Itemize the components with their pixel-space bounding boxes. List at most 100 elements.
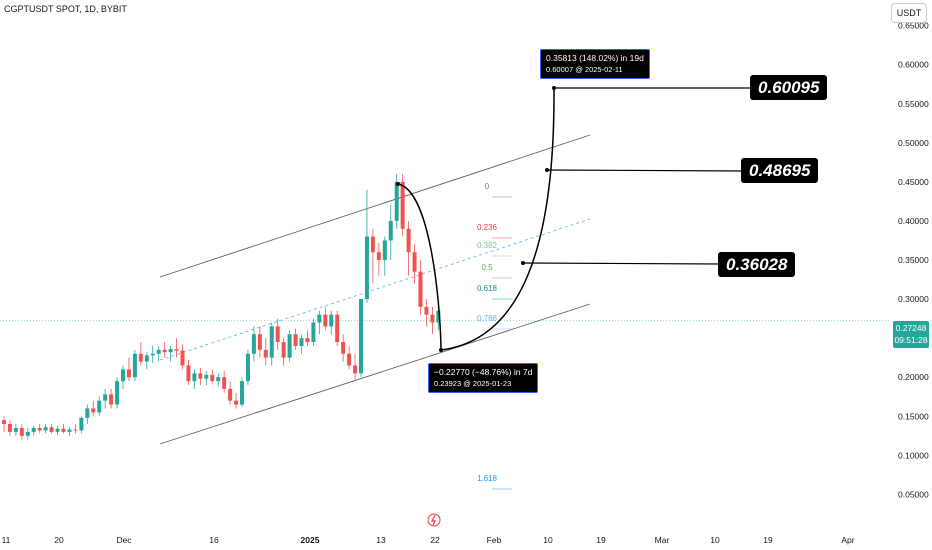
candle-body bbox=[251, 334, 256, 354]
candle-body bbox=[210, 374, 215, 382]
candle-body bbox=[424, 306, 429, 315]
candle-body bbox=[192, 373, 197, 382]
candle-body bbox=[7, 424, 12, 432]
fib-level-label: 1.618 bbox=[477, 474, 498, 483]
candle-body bbox=[186, 365, 191, 382]
target-line-3 bbox=[522, 262, 721, 265]
candle-body bbox=[156, 349, 161, 354]
y-tick-label: 0.50000 bbox=[898, 138, 929, 148]
candle-body bbox=[263, 349, 268, 358]
x-tick-label: 10 bbox=[543, 535, 553, 545]
projection-curves[interactable] bbox=[396, 86, 752, 352]
y-tick-label: 0.40000 bbox=[898, 216, 929, 226]
target-label-3: 0.36028 bbox=[718, 252, 796, 277]
candle-body bbox=[198, 373, 203, 379]
candle-body bbox=[281, 342, 286, 358]
candle-body bbox=[61, 428, 66, 432]
x-tick-label: Mar bbox=[655, 535, 670, 545]
x-tick-label: Feb bbox=[487, 535, 502, 545]
parallel-channel[interactable] bbox=[159, 134, 591, 445]
candle-body bbox=[204, 374, 209, 379]
x-tick-label: 19 bbox=[763, 535, 773, 545]
rise-start-point bbox=[439, 348, 443, 352]
candle-body bbox=[275, 326, 280, 343]
candle-body bbox=[311, 322, 316, 343]
measure-down-tooltip: −0.22770 (−48.76%) in 7d 0.23923 @ 2025-… bbox=[428, 363, 539, 393]
candle-body bbox=[287, 334, 292, 358]
y-tick-label: 0.60000 bbox=[898, 60, 929, 70]
candle-body bbox=[347, 353, 352, 366]
candle-body bbox=[388, 220, 393, 241]
candle-body bbox=[109, 394, 114, 405]
channel-lower-line bbox=[159, 303, 591, 445]
x-tick-label: 20 bbox=[54, 535, 64, 545]
candle-body bbox=[43, 427, 48, 431]
price-axis[interactable]: 0.65000 0.60000 0.55000 0.50000 0.45000 0.400… bbox=[898, 21, 929, 500]
candle-body bbox=[144, 355, 149, 362]
candle-body bbox=[174, 349, 179, 351]
x-tick-label: 13 bbox=[376, 535, 386, 545]
last-price: 0.27248 bbox=[895, 323, 927, 333]
candle-body bbox=[299, 338, 304, 346]
candle-body bbox=[335, 314, 340, 343]
candle-body bbox=[79, 417, 84, 431]
fib-level-label: 0.5 bbox=[481, 263, 493, 272]
candle-body bbox=[370, 236, 375, 253]
rise-curve bbox=[440, 87, 555, 351]
candle-body bbox=[37, 427, 42, 431]
fib-level-label: 0.236 bbox=[477, 223, 498, 232]
candle-body bbox=[49, 427, 54, 432]
candle-body bbox=[55, 428, 60, 432]
candle-body bbox=[430, 314, 435, 323]
candle-body bbox=[305, 338, 310, 343]
channel-upper-line bbox=[159, 134, 591, 278]
y-tick-label: 0.55000 bbox=[898, 99, 929, 109]
candle-body bbox=[13, 427, 18, 432]
candle-body bbox=[138, 353, 143, 362]
candle-body bbox=[394, 181, 399, 221]
target-label-2: 0.48695 bbox=[741, 158, 819, 183]
target-label-1: 0.60095 bbox=[750, 75, 828, 100]
target-line-2 bbox=[546, 169, 744, 172]
candle-body bbox=[418, 271, 423, 307]
symbol-title[interactable]: CGPTUSDT SPOT, 1D, BYBIT bbox=[4, 4, 127, 14]
y-tick-label: 0.30000 bbox=[898, 294, 929, 304]
x-tick-label: 10 bbox=[710, 535, 720, 545]
time-axis[interactable]: 11 20 Dec 16 2025 13 22 Feb 10 19 Mar 10 19 Apr bbox=[2, 535, 855, 545]
currency-button[interactable]: USDT bbox=[891, 3, 927, 23]
y-tick-label: 0.15000 bbox=[898, 411, 929, 421]
bar-countdown: 09:51:28 bbox=[894, 335, 928, 345]
candle-body bbox=[73, 429, 78, 431]
candle-body bbox=[341, 342, 346, 354]
candle-body bbox=[19, 427, 24, 436]
measure-up-line2: 0.60007 @ 2025-02-11 bbox=[546, 65, 623, 74]
candle-body bbox=[25, 431, 30, 436]
candle-body bbox=[400, 181, 405, 229]
candle-body bbox=[31, 427, 36, 432]
fibonacci-retracement[interactable]: 0 0.236 0.382 0.5 0.618 0.786 1.618 bbox=[477, 182, 512, 490]
candle-body bbox=[162, 349, 167, 353]
candle-body bbox=[168, 349, 173, 353]
x-tick-label: Dec bbox=[116, 535, 132, 545]
candle-body bbox=[376, 252, 381, 260]
candle-body bbox=[245, 353, 250, 382]
candles bbox=[2, 174, 441, 440]
flash-icon[interactable] bbox=[427, 513, 441, 527]
y-tick-label: 0.05000 bbox=[898, 489, 929, 499]
drop-start-point bbox=[396, 182, 400, 186]
target-point-2 bbox=[545, 168, 549, 172]
x-tick-label: 19 bbox=[596, 535, 606, 545]
candle-body bbox=[228, 388, 233, 401]
candle-body bbox=[293, 334, 298, 346]
candle-body bbox=[329, 314, 334, 327]
candle-body bbox=[406, 228, 411, 253]
candle-body bbox=[317, 314, 322, 323]
candle-body bbox=[97, 400, 102, 413]
candle-body bbox=[216, 377, 221, 382]
measure-down-line1: −0.22770 (−48.76%) in 7d bbox=[434, 367, 533, 377]
candle-body bbox=[85, 408, 90, 418]
candle-body bbox=[222, 377, 227, 389]
candle-body bbox=[67, 429, 72, 432]
y-tick-label: 0.45000 bbox=[898, 177, 929, 187]
y-tick-label: 0.65000 bbox=[898, 21, 929, 31]
